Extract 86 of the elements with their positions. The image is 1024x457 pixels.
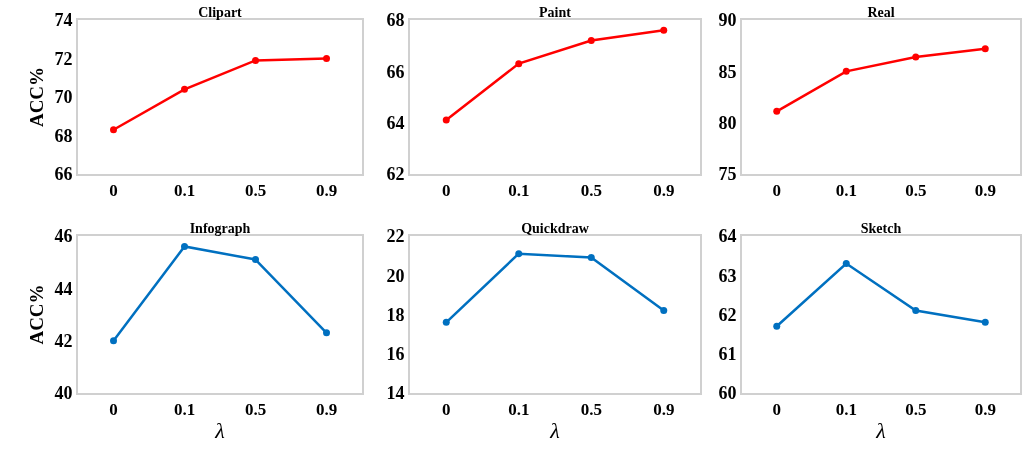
point bbox=[587, 37, 595, 45]
point bbox=[181, 242, 188, 250]
y-axis-title: ACC% bbox=[25, 66, 47, 128]
point bbox=[252, 256, 259, 264]
y-tick-label: 72 bbox=[54, 48, 73, 69]
y-tick-label: 61 bbox=[718, 344, 737, 365]
x-tick-label: 0 bbox=[442, 400, 451, 420]
y-tick-label: 74 bbox=[54, 10, 73, 31]
y-tick-label: 70 bbox=[54, 87, 73, 108]
y-tick-label: 64 bbox=[718, 226, 737, 247]
point bbox=[181, 85, 188, 93]
x-tick-label: 0 bbox=[442, 181, 451, 201]
x-tick-label: 0 bbox=[109, 400, 118, 420]
x-axis-title: λ bbox=[214, 417, 225, 443]
x-tick-label: 0.1 bbox=[508, 400, 530, 420]
y-tick-label: 16 bbox=[386, 344, 405, 365]
x-tick-label: 0.9 bbox=[653, 181, 675, 201]
point bbox=[773, 322, 781, 330]
y-tick-label: 42 bbox=[54, 330, 73, 351]
x-tick-label: 0.5 bbox=[905, 181, 927, 201]
point bbox=[660, 26, 668, 34]
y-tick-label: 60 bbox=[718, 383, 737, 404]
chart-title: Sketch bbox=[860, 221, 902, 236]
y-tick-label: 44 bbox=[54, 278, 73, 299]
y-axis-title: ACC% bbox=[25, 284, 47, 345]
x-tick-label: 0.9 bbox=[974, 181, 996, 201]
x-tick-label: 0.5 bbox=[905, 400, 927, 420]
chart-title: Clipart bbox=[198, 5, 243, 20]
y-tick-label: 66 bbox=[54, 164, 73, 185]
y-tick-label: 68 bbox=[386, 10, 405, 31]
point bbox=[842, 259, 850, 267]
y-tick-label: 62 bbox=[718, 304, 737, 325]
x-tick-label: 0.9 bbox=[315, 181, 338, 201]
point bbox=[442, 318, 450, 326]
x-tick-label: 0.5 bbox=[580, 181, 602, 201]
y-tick-label: 66 bbox=[386, 61, 405, 82]
x-axis-title: λ bbox=[875, 417, 886, 443]
point bbox=[912, 53, 920, 61]
x-tick-label: 0 bbox=[772, 400, 781, 420]
x-tick-label: 0.9 bbox=[315, 400, 338, 420]
point bbox=[773, 107, 781, 115]
y-tick-label: 80 bbox=[718, 112, 737, 133]
y-tick-label: 68 bbox=[54, 125, 73, 146]
chart-title: Quickdraw bbox=[521, 221, 590, 236]
x-tick-label: 0.9 bbox=[974, 400, 996, 420]
x-tick-label: 0.1 bbox=[173, 400, 196, 420]
y-tick-label: 46 bbox=[54, 226, 73, 247]
y-tick-label: 64 bbox=[386, 112, 405, 133]
x-tick-label: 0 bbox=[109, 181, 118, 201]
y-tick-label: 22 bbox=[386, 226, 405, 247]
y-tick-label: 85 bbox=[718, 61, 737, 82]
point bbox=[660, 307, 668, 315]
y-tick-label: 90 bbox=[718, 10, 737, 31]
y-tick-label: 75 bbox=[718, 164, 737, 185]
point bbox=[110, 126, 117, 134]
x-tick-label: 0.1 bbox=[835, 181, 857, 201]
x-tick-label: 0.9 bbox=[653, 400, 675, 420]
chart-title: Real bbox=[867, 5, 895, 20]
y-tick-label: 20 bbox=[386, 265, 405, 286]
point bbox=[110, 337, 117, 345]
x-tick-label: 0.1 bbox=[835, 400, 857, 420]
y-tick-label: 62 bbox=[386, 164, 405, 185]
x-tick-label: 0.5 bbox=[244, 400, 267, 420]
point bbox=[442, 116, 450, 124]
point bbox=[323, 55, 330, 62]
y-tick-label: 14 bbox=[386, 383, 405, 404]
point bbox=[981, 45, 989, 53]
y-tick-label: 63 bbox=[718, 265, 737, 286]
x-tick-label: 0.1 bbox=[508, 181, 530, 201]
point bbox=[981, 318, 989, 326]
x-tick-label: 0.5 bbox=[580, 400, 602, 420]
chart-title: Paint bbox=[539, 5, 572, 20]
chart-title: Infograph bbox=[189, 221, 251, 236]
point bbox=[515, 250, 523, 258]
y-tick-label: 18 bbox=[386, 304, 405, 325]
point bbox=[912, 307, 920, 315]
y-tick-label: 40 bbox=[54, 383, 73, 404]
point bbox=[323, 329, 330, 337]
x-tick-label: 0 bbox=[772, 181, 781, 201]
x-axis-title: λ bbox=[549, 417, 560, 443]
x-tick-label: 0.1 bbox=[173, 181, 196, 201]
x-tick-label: 0.5 bbox=[244, 181, 267, 201]
point bbox=[515, 60, 523, 68]
point bbox=[842, 67, 850, 75]
point bbox=[587, 254, 595, 262]
point bbox=[252, 56, 259, 64]
